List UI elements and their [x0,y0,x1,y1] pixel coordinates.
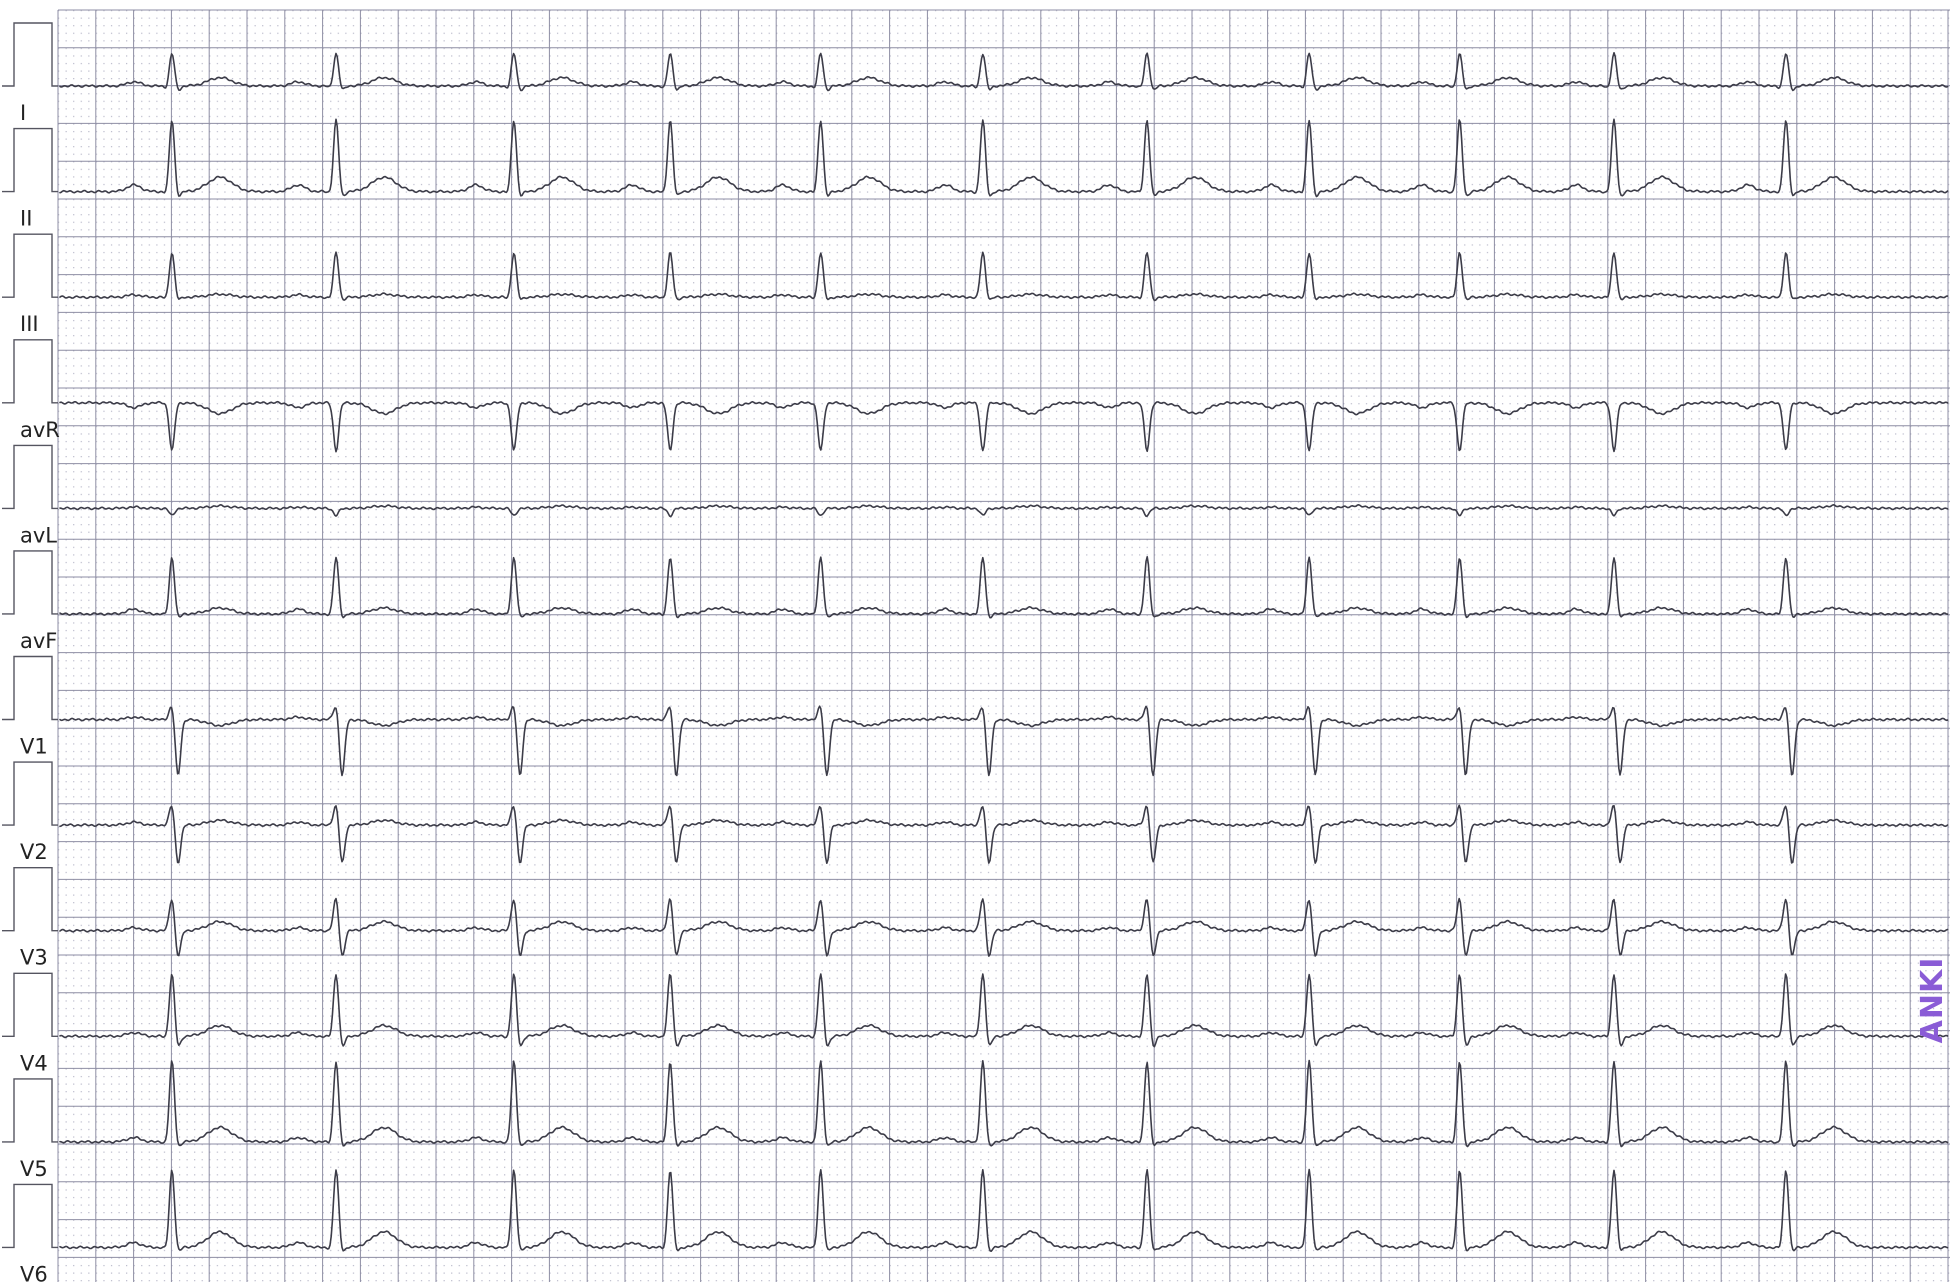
calibration-pulse [2,1078,58,1143]
ecg-trace [59,118,1949,198]
lead-v3: V3 [2,867,1949,970]
lead-label: avL [20,523,57,547]
calibration-pulse [2,655,58,721]
lead-label: V2 [20,840,48,864]
ecg-trace [59,555,1949,619]
ecg-trace [59,503,1949,518]
calibration-pulse [2,761,58,826]
lead-v5: V5 [2,1059,1949,1181]
lead-avl: avL [2,444,1949,547]
lead-v4: V4 [2,972,1949,1075]
ecg-trace [59,973,1949,1048]
lead-v2: V2 [2,761,1949,865]
major-grid-lines [57,9,1950,1282]
ecg-trace [59,897,1949,957]
calibration-pulse [2,233,58,298]
calibration-pulse [2,1183,58,1249]
lead-label: V5 [20,1157,48,1181]
lead-v1: V1 [2,655,1949,777]
ecg-trace [59,400,1949,453]
lead-label: V3 [20,946,48,970]
calibration-pulse [2,550,58,615]
calibration-pulse [2,972,58,1037]
lead-v6: V6 [2,1168,1949,1286]
stamp-text: ANKI [1915,957,1950,1044]
ecg-trace [59,1059,1949,1148]
stamp: ANKI [1915,957,1950,1044]
lead-avf: avF [2,550,1949,653]
calibration-pulse [2,444,58,510]
major-grid-path [57,9,1950,1282]
calibration-pulse [2,867,58,932]
ecg-trace [59,705,1949,777]
lead-label: V4 [20,1051,48,1075]
ecg-trace [59,804,1949,865]
lead-i: I [2,22,1949,125]
lead-label: V6 [20,1262,48,1286]
ecg-trace [59,51,1949,92]
ecg-trace [59,251,1949,302]
calibration-pulse [2,339,58,404]
lead-ii: II [2,118,1949,231]
ecg-trace [59,1168,1949,1252]
calibration-pulse [2,22,58,87]
calibration-pulse [2,127,58,193]
lead-label: V1 [20,735,48,759]
lead-label: III [20,312,39,336]
lead-iii: III [2,233,1949,336]
lead-label: I [20,101,26,125]
minor-grid-dots [58,10,1950,1282]
lead-avr: avR [2,339,1949,453]
lead-label: II [20,207,32,231]
minor-grid-dot-field [58,10,1950,1282]
lead-label: avF [20,629,57,653]
lead-label: avR [20,418,60,442]
